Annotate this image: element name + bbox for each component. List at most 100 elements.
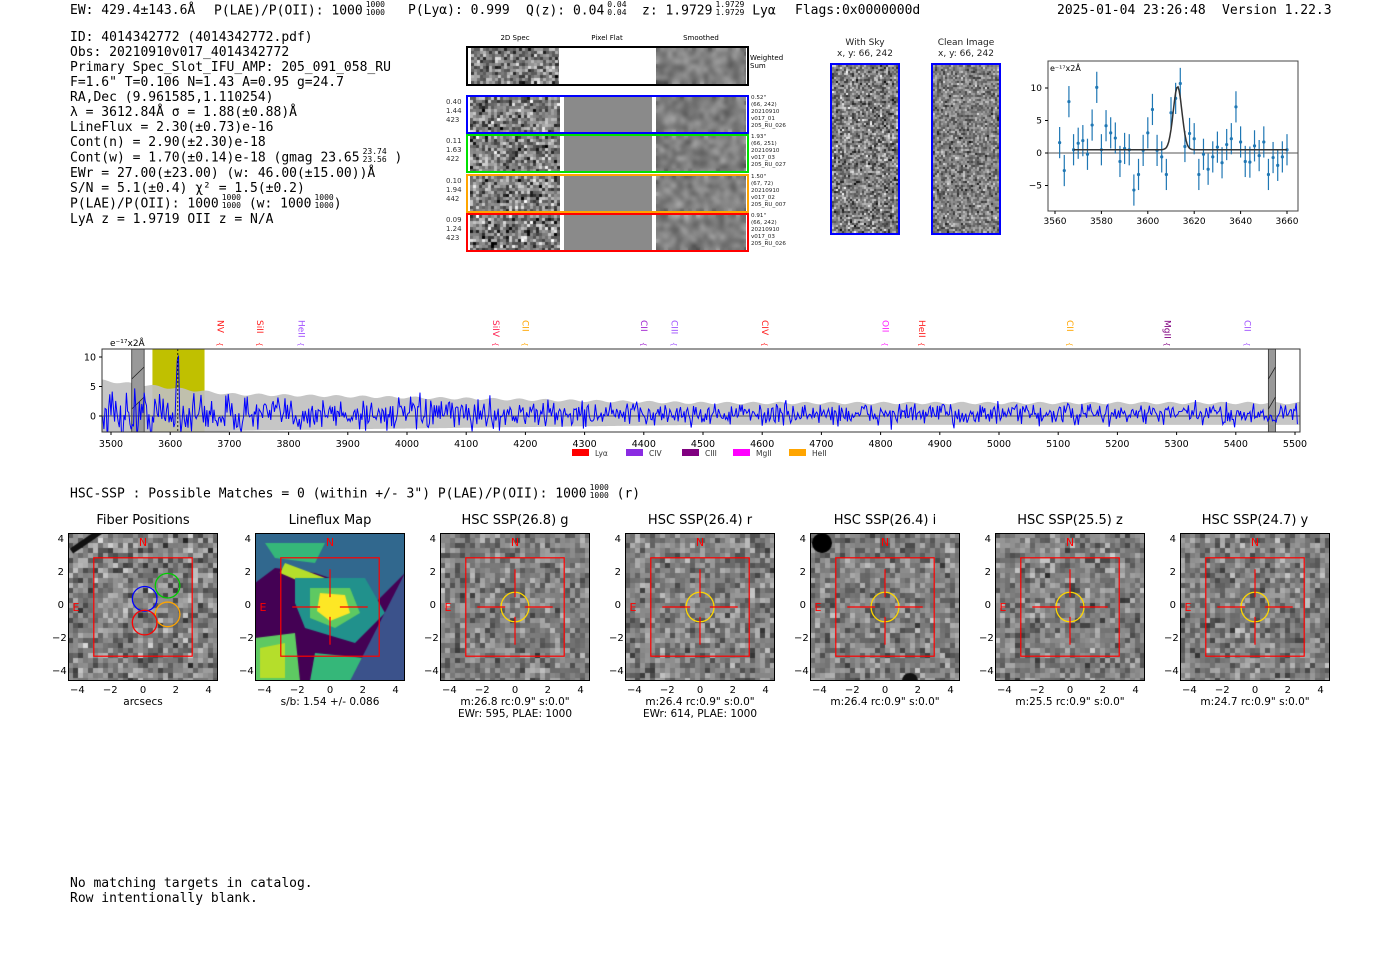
data-point	[1183, 144, 1187, 149]
info-line: Cont(w) = 1.70(±0.14)e-18 (gmag 23.65 23.…	[70, 148, 402, 166]
data-point	[1252, 144, 1257, 148]
line-marker-bracket: {	[491, 342, 499, 346]
y-tick-label: −4	[794, 665, 809, 677]
panel-overlay: NE	[1185, 536, 1305, 657]
y-tick-label: 0	[1169, 600, 1176, 611]
panel-title: Fiber Positions	[96, 513, 190, 528]
info-line: LineFlux = 2.30(±0.73)e-16	[70, 120, 402, 135]
panel-caption: EWr: 595, PLAE: 1000	[457, 708, 573, 720]
fiber-pixel-flat	[564, 97, 652, 132]
legend-label: CIV	[649, 449, 662, 458]
panel-title: HSC SSP(26.4) i	[833, 513, 937, 528]
spectrum-frame	[101, 348, 1301, 433]
x-tick-label: 2	[729, 685, 736, 696]
with-sky-image	[832, 65, 898, 233]
header-z: z: 1.9729 1.9729 1.9729 Lyα	[642, 1, 776, 19]
data-point	[1211, 155, 1215, 159]
data-point	[1266, 172, 1271, 177]
x-tick-label: 4	[947, 685, 954, 696]
upper: 0.04	[607, 0, 627, 9]
y-tick-label: 4	[614, 534, 621, 546]
fiber-value: 442	[446, 194, 460, 203]
x-tick-label: 0	[1251, 685, 1259, 696]
panel-frame	[625, 533, 775, 681]
detection-info: ID: 4014342772 (4014342772.pdf) Obs: 2021…	[70, 30, 402, 227]
fiber-pixel-flat	[564, 214, 652, 250]
fiber-meta: 1.93"	[751, 134, 767, 141]
info-text: EWr = 27.00(±23.00) (w: 46.00(±15.00))Å	[70, 166, 376, 181]
data-point	[1127, 148, 1131, 152]
x-tick-label: 4	[392, 685, 399, 696]
fiber-meta: 0.91"	[751, 212, 767, 219]
y-tick-label: 5	[90, 382, 96, 393]
info-text: F=1.6" T=0.106 N=1.43 A=0.95 g=24.7	[70, 75, 344, 90]
aperture-box	[835, 557, 935, 657]
lower: 1000	[365, 8, 385, 17]
info-text: P(LAE)/P(OII): 1000	[70, 196, 219, 212]
fiber-pixel-flat	[564, 175, 652, 211]
line-marker-bracket: {	[216, 342, 224, 346]
legend-label: CIII	[705, 449, 717, 458]
mask-hatch	[1268, 366, 1276, 380]
with-sky-coords: x, y: 66, 242	[837, 49, 893, 59]
info-range: 1000 1000	[314, 194, 333, 210]
masked-region	[131, 349, 145, 432]
x-tick-label: −4	[1182, 685, 1197, 696]
y-tick-label: −2	[794, 632, 809, 644]
line-label: CIV	[759, 320, 769, 336]
y-tick-label: 10	[84, 353, 96, 364]
y-tick-label: −2	[609, 632, 624, 644]
compass-north: N	[326, 536, 334, 549]
clean-image	[933, 65, 999, 233]
y-tick-label: −2	[979, 632, 994, 644]
x-tick-label: 0	[511, 685, 519, 696]
data-point	[1164, 172, 1168, 177]
data-point	[1206, 167, 1210, 171]
header-z-range: 1.9729 1.9729	[715, 1, 744, 17]
x-tick-label: −2	[474, 685, 490, 696]
lower: 1.9729	[715, 8, 745, 17]
data-point	[1109, 131, 1113, 135]
fiber-meta: (67, 72)	[751, 180, 774, 187]
x-tick-label: 5100	[1046, 439, 1070, 450]
x-tick-label: 4200	[513, 439, 537, 450]
data-point	[1174, 96, 1178, 100]
x-tick-label: −4	[257, 685, 272, 696]
x-tick-label: 3600	[1136, 217, 1159, 227]
legend-swatch	[572, 449, 589, 456]
line-label: NV	[215, 320, 225, 334]
compass-north: N	[696, 536, 704, 549]
fiber-row-meta: 1.50" (67, 72) 20210910 v017_02 205_RU_007	[751, 174, 786, 209]
weighted-sum-2dspec	[471, 48, 559, 84]
upper: 1.9729	[715, 0, 745, 9]
info-line: Cont(n) = 2.90(±2.30)e-18	[70, 135, 402, 150]
x-tick-label: 4100	[454, 439, 478, 450]
x-tick-label: 4700	[809, 439, 833, 450]
y-tick-label: 4	[799, 534, 806, 546]
info-tail: (w: 1000	[248, 196, 312, 212]
panel-caption: m:26.4 rc:0.9" s:0.0"	[830, 696, 940, 708]
info-line: RA,Dec (9.961585,1.110254)	[70, 90, 402, 105]
header-version: Version 1.22.3	[1222, 3, 1332, 18]
x-tick-label: 5500	[1283, 439, 1307, 450]
info-text: RA,Dec (9.961585,1.110254)	[70, 90, 274, 105]
data-point	[1201, 152, 1206, 156]
data-point	[1071, 148, 1076, 152]
x-tick-label: 4000	[395, 439, 419, 450]
panel-overlay: NE	[260, 536, 380, 657]
info-tail: )	[333, 196, 342, 212]
lower: 1000	[221, 201, 241, 210]
legend-swatch	[733, 449, 750, 456]
compass-east: E	[260, 601, 267, 614]
with-sky-title: With Sky x, y: 66, 242	[815, 38, 915, 60]
fiber-meta: 205_RU_007	[751, 201, 786, 208]
panel-caption: s/b: 1.54 +/- 0.086	[280, 696, 380, 708]
catalog-footer: No matching targets in catalog. Row inte…	[70, 876, 313, 906]
panel-title: HSC SSP(26.8) g	[461, 513, 569, 528]
y-tick-label: 0	[90, 412, 96, 423]
fiber-meta: (66, 242)	[751, 219, 777, 226]
line-marker-bracket: {	[639, 342, 647, 346]
fiber-row-frame	[466, 212, 749, 252]
info-line: F=1.6" T=0.106 N=1.43 A=0.95 g=24.7	[70, 75, 402, 90]
panel-overlay: NE	[73, 536, 193, 657]
